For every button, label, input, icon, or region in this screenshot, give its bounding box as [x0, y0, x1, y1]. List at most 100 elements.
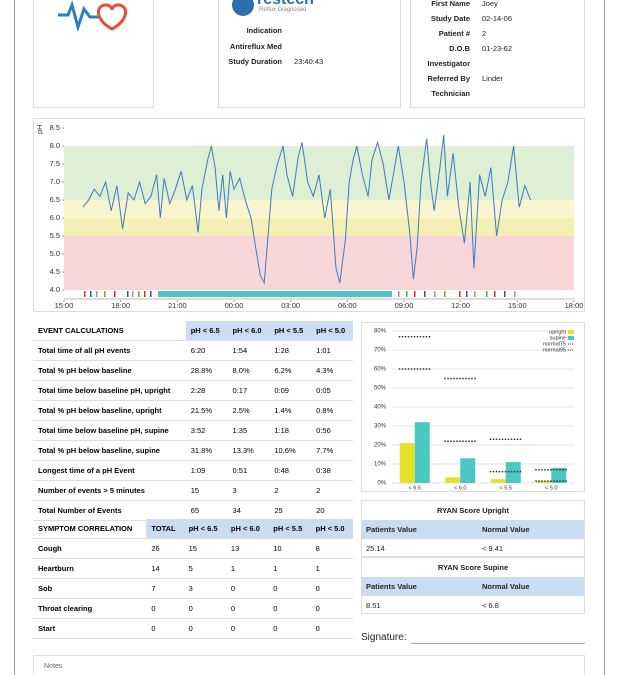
x-tick-label: 00:00	[225, 301, 244, 310]
bar-chart: 0% 10% 20% 30% 40% 50% 60% 70% 80% < 6.5 < 6.0 < 5.…	[374, 329, 574, 491]
y-tick-label: 70%	[374, 348, 387, 354]
symptom-table: SYMPTOM CORRELATION TOTAL pH < 6.5 pH < 6.0…	[33, 519, 353, 639]
y-tick-label: 5.5	[50, 231, 60, 240]
table-row: Longest time of a pH Event 1:09 0:51 0:48 0:…	[33, 460, 353, 481]
table-cell: 8.0%	[227, 360, 270, 381]
header-cell: pH < 6.5	[185, 321, 228, 341]
table-cell: 0	[146, 618, 184, 639]
y-tick-label: 20%	[374, 443, 387, 449]
table-cell: 21.5%	[185, 400, 228, 421]
table-cell: 0	[183, 618, 226, 639]
legend-swatch	[568, 330, 574, 334]
y-axis-label: pH	[35, 124, 44, 134]
company-name: restech	[257, 0, 314, 9]
event-tick	[150, 291, 152, 297]
info-label: Study Date	[430, 14, 470, 23]
y-tick-label: 7.0	[50, 177, 60, 186]
ph-band	[64, 200, 574, 218]
table-row: Start 0 0 0 0 0	[33, 618, 353, 639]
event-tick	[434, 291, 436, 297]
y-tick-label: 4.5	[50, 267, 60, 276]
table-cell: 0	[225, 598, 269, 619]
header-cell: pH < 6.0	[227, 321, 270, 341]
table-cell: 1:28	[269, 340, 312, 361]
y-tick-label: 60%	[374, 367, 387, 373]
x-tick-label: < 5.5	[500, 485, 512, 491]
table-cell: 0:09	[269, 380, 312, 401]
event-tick	[398, 291, 400, 297]
ph-band	[64, 236, 574, 290]
event-tick	[486, 291, 488, 297]
table-cell: 1:18	[269, 420, 312, 441]
table-cell: Longest time of a pH Event	[33, 460, 186, 481]
table-cell: 0	[310, 578, 353, 599]
ryan-value: 25.14	[366, 544, 385, 553]
event-strip	[84, 291, 516, 297]
header-cell: pH < 5.0	[310, 519, 353, 539]
table-cell: Total Number of Events	[33, 500, 186, 521]
y-tick-label: 50%	[374, 386, 387, 392]
y-tick-label: 30%	[374, 424, 387, 430]
table-cell: 5	[183, 558, 226, 579]
y-tick-label: 80%	[374, 329, 387, 335]
info-value: 2	[482, 29, 487, 38]
table-cell: Total % pH below baseline, upright	[33, 400, 186, 421]
ryan-box: RYAN Score Supine Patients Value Normal Va…	[361, 557, 585, 614]
bar	[445, 477, 461, 483]
x-tick-label: < 6.0	[454, 485, 466, 491]
table-cell: Total time below baseline pH, upright	[33, 380, 186, 401]
legend-label: normal95	[543, 347, 566, 353]
ryan-value: < 9.41	[482, 544, 504, 553]
bar-chart-box: 0% 10% 20% 30% 40% 50% 60% 70% 80% < 6.5 < 6.0 < 5.…	[361, 322, 585, 492]
table-cell: 0	[268, 618, 311, 639]
table-cell: 28.8%	[185, 360, 228, 381]
event-tick	[459, 291, 461, 297]
table-cell: 0:05	[311, 380, 353, 401]
table-cell: 2:28	[185, 380, 228, 401]
table-cell: 0	[225, 618, 269, 639]
table-cell: 1.4%	[269, 400, 312, 421]
ryan-scores: RYAN Score Upright Patients Value Normal V…	[361, 500, 585, 614]
ryan-header: Patients Value	[366, 525, 417, 534]
table-cell: 7.7%	[311, 440, 353, 461]
header-cell: pH < 6.5	[183, 519, 226, 539]
event-tick	[406, 291, 408, 297]
table-cell: Total time below baseline pH, supine	[33, 420, 186, 441]
event-tick	[127, 291, 129, 297]
event-segment	[158, 291, 392, 297]
table-cell: 15	[183, 538, 226, 559]
info-label: Referred By	[427, 74, 470, 83]
table-cell: 0	[146, 598, 184, 619]
y-tick-label: 10%	[374, 462, 387, 468]
table-cell: Total % pH below baseline, supine	[33, 440, 186, 461]
table-cell: 2	[269, 480, 312, 501]
info-label: First Name	[431, 0, 470, 8]
table-cell: 20	[311, 500, 353, 521]
x-tick-label: 09:00	[395, 301, 414, 310]
table-row: Total % pH below baseline 28.8% 8.0% 6.2% 4.…	[33, 360, 353, 381]
table-cell: 1:35	[227, 420, 270, 441]
table-row: Throat clearing 0 0 0 0 0	[33, 598, 353, 619]
x-tick-label: 15:00	[55, 301, 74, 310]
x-tick-label: 18:00	[111, 301, 130, 310]
table-cell: 1	[225, 558, 269, 579]
event-tick	[114, 291, 116, 297]
header-cell: TOTAL	[146, 519, 184, 539]
ryan-title: RYAN Score Supine	[437, 563, 509, 572]
info-value: 02-14-06	[482, 14, 513, 23]
event-tick	[96, 291, 98, 297]
table-cell: 0	[310, 618, 353, 639]
header-cell: pH < 6.0	[225, 519, 269, 539]
company-tagline: Reflux Diagnosed	[259, 7, 307, 13]
table-cell: 0:51	[227, 460, 270, 481]
legend-label: supine	[550, 335, 566, 341]
event-tick	[474, 291, 476, 297]
table-row: Total time of all pH events 6:20 1:54 1:28 1…	[33, 340, 353, 361]
table-cell: 8	[310, 538, 353, 559]
table-cell: 10.6%	[269, 440, 312, 461]
ryan-header-bg	[362, 520, 584, 539]
table-cell: 3:52	[185, 420, 228, 441]
table-cell: 31.8%	[185, 440, 228, 461]
table-row: Total Number of Events 65 34 25 20	[33, 500, 353, 521]
x-tick-label: 12:00	[451, 301, 470, 310]
